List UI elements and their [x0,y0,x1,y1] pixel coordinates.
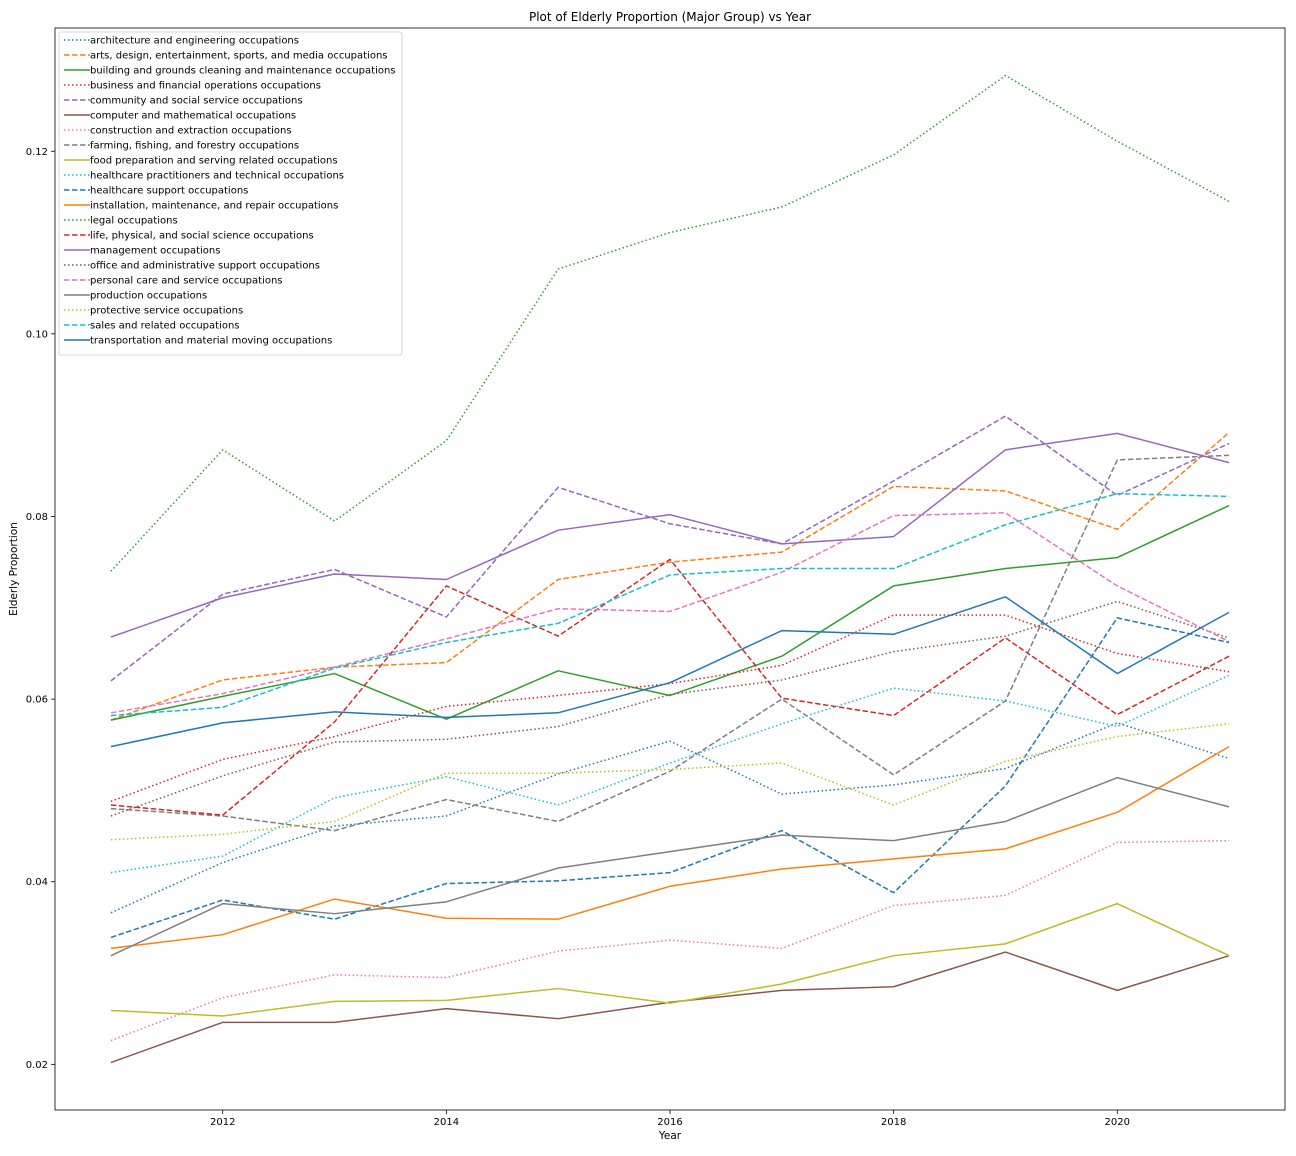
legend-label-16: office and administrative support occupa… [90,261,320,272]
legend-label-21: transportation and material moving occup… [90,336,332,347]
legend-label-10: healthcare practitioners and technical o… [90,171,344,182]
y-tick-label: 0.04 [26,877,48,888]
series-line-2 [110,431,1230,721]
series-line-1 [110,722,1230,914]
y-tick-label: 0.10 [26,329,48,340]
axes: 2012 2014 2016 2018 2020 0.02 0.04 0.06 0.08 0.10… [26,27,1286,1128]
x-tick-label: 2016 [657,1117,682,1128]
legend-label-19: protective service occupations [90,306,243,317]
x-tick-label: 2018 [881,1117,906,1128]
legend-label-3: building and grounds cleaning and mainte… [90,66,396,77]
y-axis-label: Elderly Proportion [8,522,20,616]
legend-label-17: personal care and service occupations [90,276,283,287]
series-line-18 [110,776,1230,957]
series-line-13 [110,74,1230,572]
legend-label-6: computer and mathematical occupations [90,111,296,122]
legend-label-1: architecture and engineering occupations [90,36,299,47]
y-tick-label: 0.08 [26,512,48,523]
series-line-16 [110,600,1230,817]
series-line-4 [110,614,1230,803]
series-line-10 [110,674,1230,874]
legend-label-7: construction and extraction occupations [90,126,292,137]
legend-label-8: farming, fishing, and forestry occupatio… [90,141,299,152]
legend-label-18: production occupations [90,291,207,302]
legend-label-13: legal occupations [90,216,178,227]
series-line-8 [110,454,1230,832]
legend-label-12: installation, maintenance, and repair oc… [90,201,338,212]
series-line-3 [110,504,1230,721]
x-axis-label: Year [658,1130,682,1142]
x-tick-label: 2020 [1105,1117,1130,1128]
legend-label-20: sales and related occupations [90,321,240,332]
series-line-9 [110,902,1230,1017]
chart-title: Plot of Elderly Proportion (Major Group)… [529,10,811,24]
legend-label-5: community and social service occupations [90,96,303,107]
legend-label-9: food preparation and serving related occ… [90,156,338,167]
y-tick-label: 0.06 [26,695,48,706]
series-line-17 [110,512,1230,714]
legend-label-15: management occupations [90,246,220,257]
legend: architecture and engineering occupations… [58,31,403,356]
series-line-20 [110,492,1230,717]
series-lines [110,74,1230,1064]
series-line-15 [110,432,1230,638]
series-line-11 [110,617,1230,939]
series-line-21 [110,596,1230,748]
y-tick-label: 0.02 [26,1060,48,1071]
legend-label-2: arts, design, entertainment, sports, and… [90,51,388,62]
y-tick-label: 0.12 [26,147,48,158]
x-tick-label: 2014 [434,1117,459,1128]
series-line-7 [110,839,1230,1042]
series-line-5 [110,415,1230,682]
legend-label-14: life, physical, and social science occup… [90,231,314,242]
legend-box [58,31,403,356]
legend-label-11: healthcare support occupations [90,186,248,197]
series-line-6 [110,951,1230,1064]
legend-label-4: business and financial operations occupa… [90,81,321,92]
x-tick-label: 2012 [210,1117,235,1128]
